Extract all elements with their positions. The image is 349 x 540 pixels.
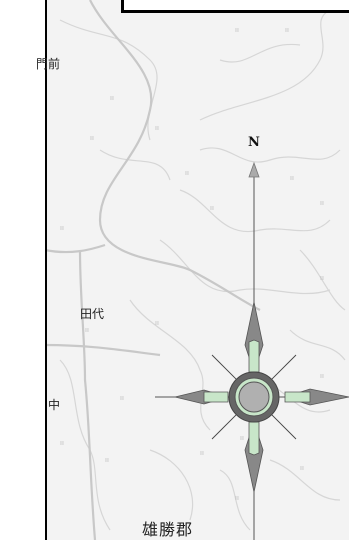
place-name-monzen: 門前 — [36, 57, 61, 71]
roads — [44, 0, 261, 540]
compass-rose — [155, 161, 349, 540]
vegetation-markers: ıı ıı ıı ıı ıı ıı ıı ıı ıı ıı ıı ıı ıı ıı ıı ıı ıı ı… — [60, 26, 324, 502]
svg-text:ıı: ıı — [60, 439, 64, 447]
svg-text:ıı: ıı — [320, 199, 324, 207]
svg-text:ıı: ıı — [185, 169, 189, 177]
map-frame-left-margin — [0, 0, 47, 540]
svg-text:ıı: ıı — [290, 174, 294, 182]
svg-text:ıı: ıı — [110, 94, 114, 102]
svg-text:ıı: ıı — [300, 464, 304, 472]
svg-text:ıı: ıı — [320, 372, 324, 380]
north-label: N — [248, 135, 260, 150]
compass-ring-inner — [238, 381, 270, 413]
svg-text:ıı: ıı — [155, 319, 159, 327]
place-name-ogachi-gun: 雄勝郡 — [142, 520, 194, 539]
svg-text:ıı: ıı — [200, 449, 204, 457]
svg-text:ıı: ıı — [155, 124, 159, 132]
svg-text:ıı: ıı — [90, 134, 94, 142]
svg-text:ıı: ıı — [235, 494, 239, 502]
svg-text:ıı: ıı — [120, 394, 124, 402]
svg-text:ıı: ıı — [320, 274, 324, 282]
place-name-naka: 中 — [48, 398, 61, 412]
north-arrow-tip — [248, 161, 260, 178]
svg-text:ıı: ıı — [210, 204, 214, 212]
svg-text:ıı: ıı — [60, 224, 64, 232]
svg-text:ıı: ıı — [105, 456, 109, 464]
place-name-tashiro: 田代 — [80, 307, 105, 321]
svg-text:ıı: ıı — [240, 434, 244, 442]
contour-lines — [59, 9, 346, 531]
svg-text:ıı: ıı — [235, 26, 239, 34]
svg-text:ıı: ıı — [85, 326, 89, 334]
svg-text:ıı: ıı — [285, 26, 289, 34]
map-title-box — [121, 0, 349, 13]
